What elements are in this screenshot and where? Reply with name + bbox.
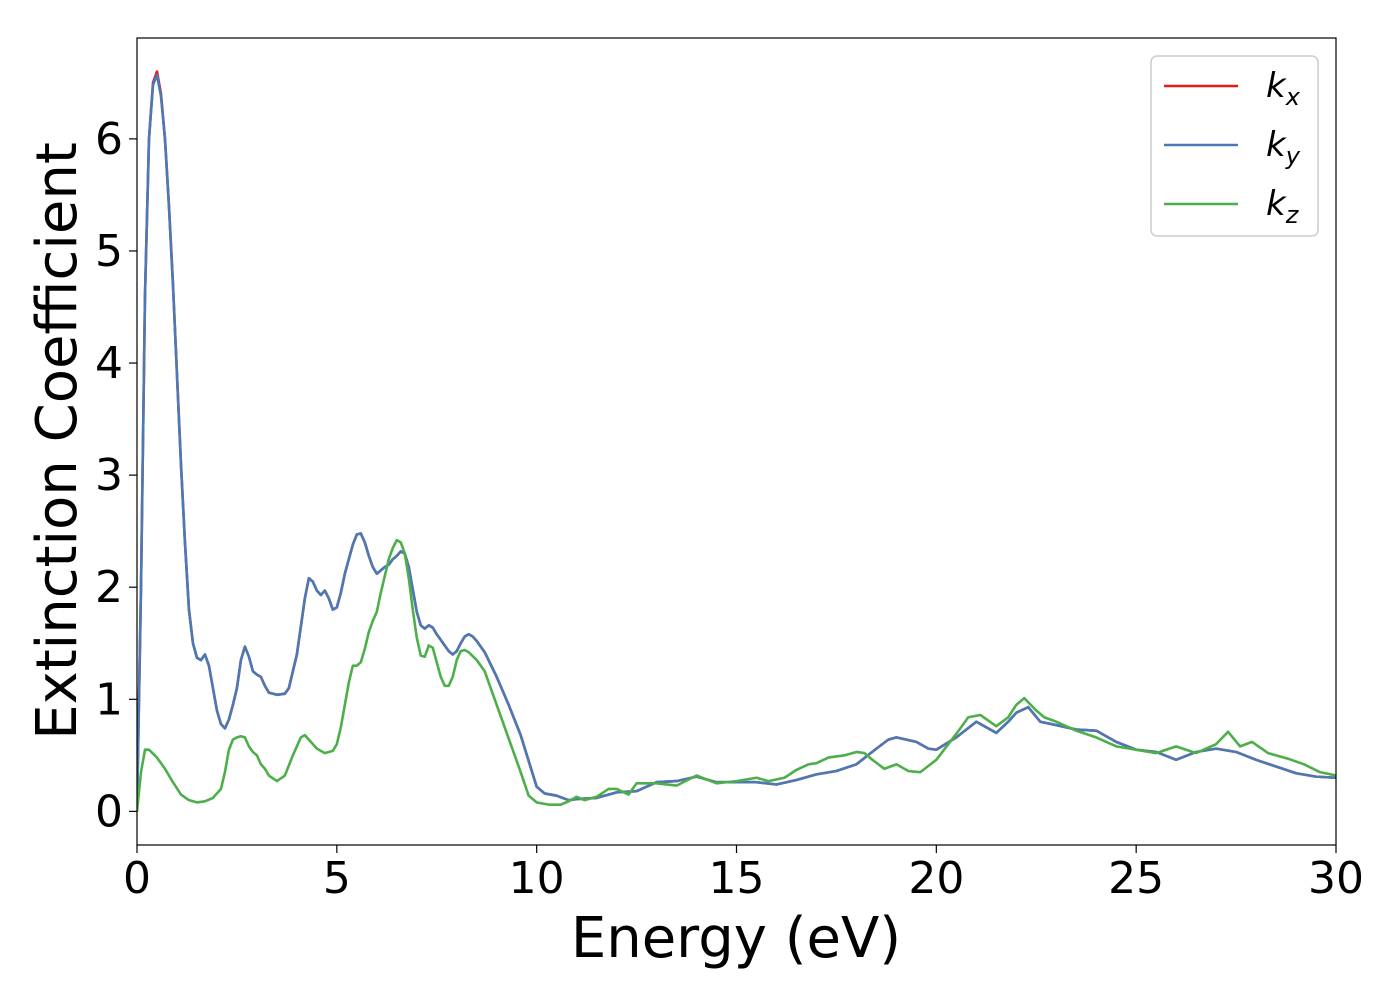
x-tick-label: 10	[509, 853, 565, 904]
y-tick-label: 2	[95, 562, 123, 613]
legend-label-y: ky	[1266, 125, 1301, 170]
y-axis-title: Extinction Coefficient	[25, 142, 90, 740]
x-axis-title: Energy (eV)	[571, 906, 901, 971]
legend: kx ky kz	[1150, 55, 1319, 237]
x-tick-label: 20	[908, 853, 964, 904]
y-tick-label: 3	[95, 450, 123, 501]
y-axis-ticks: 0 1 2 3 4 5 6	[95, 114, 137, 837]
y-tick-label: 5	[95, 226, 123, 277]
x-tick-label: 5	[323, 853, 351, 904]
x-tick-label: 15	[709, 853, 765, 904]
x-tick-label: 0	[123, 853, 151, 904]
legend-label-x: kx	[1266, 66, 1301, 111]
plot-lines	[137, 70, 1336, 812]
y-tick-label: 1	[95, 674, 123, 725]
y-tick-label: 6	[95, 114, 123, 165]
series-line-z	[137, 538, 1336, 812]
x-axis-ticks: 0 5 10 15 20 25 30	[123, 845, 1364, 904]
legend-label-z: kz	[1266, 184, 1300, 229]
y-tick-label: 0	[95, 786, 123, 837]
y-tick-label: 4	[95, 338, 123, 389]
x-tick-label: 30	[1308, 853, 1364, 904]
x-tick-label: 25	[1108, 853, 1164, 904]
series-line-y	[137, 73, 1336, 812]
